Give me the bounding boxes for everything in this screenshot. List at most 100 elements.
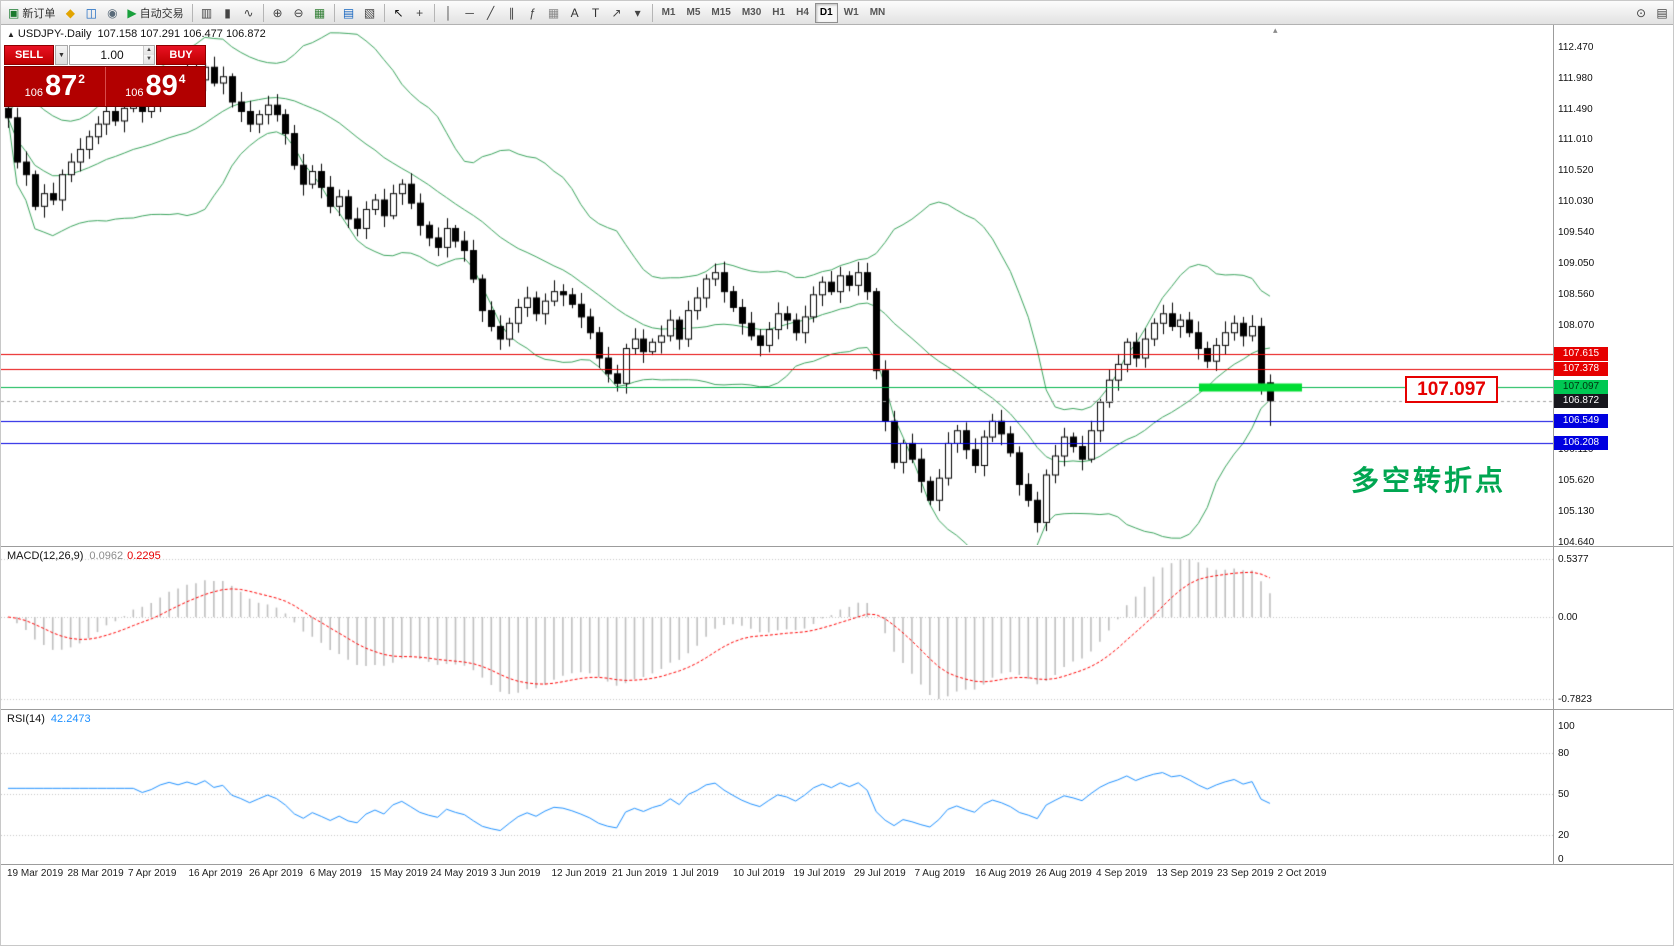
magnifier-icon[interactable]: ⊙ <box>1631 3 1651 23</box>
trendline-icon[interactable]: ╱ <box>481 3 501 23</box>
fibonacci-icon[interactable]: ƒ <box>523 3 543 23</box>
market-watch-icon[interactable]: ◫ <box>81 3 101 23</box>
price-divider <box>104 67 106 106</box>
price-tick: 111.980 <box>1558 72 1593 84</box>
data-window-icon[interactable]: ◉ <box>102 3 122 23</box>
indicators-icon[interactable]: ▤ <box>339 3 359 23</box>
arrows-icon[interactable]: ↗ <box>607 3 627 23</box>
text-icon: A <box>570 5 579 20</box>
price-tick: 104.640 <box>1558 537 1595 548</box>
fibonacci-icon: ƒ <box>529 5 536 20</box>
bar-chart-icon: ▥ <box>200 5 213 20</box>
cycle-lines-icon[interactable]: ▦ <box>544 3 564 23</box>
price-tick: 108.070 <box>1558 320 1595 332</box>
panel-separator[interactable] <box>1 709 1673 710</box>
new-order-button[interactable]: ▣ 新订单 <box>4 3 59 23</box>
timeframe-m1-button[interactable]: M1 <box>657 3 681 23</box>
autotrading-button[interactable]: ▶ 自动交易 <box>123 3 187 23</box>
cursor-icon[interactable]: ↖ <box>389 3 409 23</box>
volume-input[interactable]: 1.00 ▲ ▼ <box>69 45 155 65</box>
line-chart-icon[interactable]: ∿ <box>239 3 259 23</box>
price-tick: 110.030 <box>1558 196 1594 208</box>
rsi-label: RSI(14) <box>7 713 45 725</box>
volume-value: 1.00 <box>100 48 124 62</box>
text-label-icon: T <box>591 5 600 20</box>
time-axis-label: 10 Jul 2019 <box>733 868 785 879</box>
crosshair-icon[interactable]: + <box>410 3 430 23</box>
sell-price-button[interactable]: 106 87 2 <box>5 67 105 106</box>
macd-tick: -0.7823 <box>1558 694 1592 705</box>
price-callout[interactable]: 107.097 <box>1405 376 1498 403</box>
rsi-panel-canvas[interactable] <box>1 710 1553 864</box>
time-axis-label: 19 Jul 2019 <box>793 868 846 879</box>
time-axis-label: 15 May 2019 <box>370 868 428 879</box>
timeframe-m15-button[interactable]: M15 <box>706 3 735 23</box>
timeframe-d1-button[interactable]: D1 <box>814 2 838 23</box>
panel-separator[interactable] <box>1 546 1673 547</box>
timeframe-h4-button[interactable]: H4 <box>791 3 814 23</box>
time-axis-label: 16 Aug 2019 <box>975 868 1032 879</box>
price-tick: 111.010 <box>1558 134 1593 146</box>
timeframe-m30-button[interactable]: M30 <box>737 3 766 23</box>
price-level-label: 106.872 <box>1554 393 1608 408</box>
price-tick: 110.520 <box>1558 165 1594 177</box>
shapes-dropdown-icon: ▾ <box>634 5 641 20</box>
buy-price-prefix: 106 <box>125 87 144 99</box>
bar-chart-icon[interactable]: ▥ <box>197 3 217 23</box>
price-level-label: 107.097 <box>1554 379 1608 394</box>
timeframe-m5-button[interactable]: M5 <box>681 3 705 23</box>
zoom-out-icon[interactable]: ⊖ <box>289 3 309 23</box>
vertical-line-icon: │ <box>444 5 453 20</box>
tile-windows-icon[interactable]: ▦ <box>310 3 330 23</box>
macd-panel-canvas[interactable] <box>1 547 1553 709</box>
volume-down-icon[interactable]: ▼ <box>144 55 154 64</box>
crosshair-icon: + <box>416 5 424 20</box>
window-menu-icon[interactable]: ▤ <box>1652 3 1672 23</box>
time-axis-label: 29 Jul 2019 <box>854 868 906 879</box>
templates-icon[interactable]: ▧ <box>360 3 380 23</box>
indicators-icon: ▤ <box>342 5 355 20</box>
buy-price-button[interactable]: 106 89 4 <box>106 67 206 106</box>
equidistant-channel-icon: ∥ <box>508 5 515 20</box>
time-axis-label: 21 Jun 2019 <box>612 868 668 879</box>
price-tick: 112.470 <box>1558 42 1594 53</box>
macd-main-value: 0.0962 <box>89 550 124 562</box>
price-scale-border <box>1553 25 1554 864</box>
equidistant-channel-icon[interactable]: ∥ <box>502 3 522 23</box>
time-axis-label: 28 Mar 2019 <box>67 868 124 879</box>
price-tick: 108.560 <box>1558 289 1595 301</box>
main-chart-canvas[interactable] <box>1 25 1553 545</box>
timeframe-w1-button[interactable]: W1 <box>839 3 864 23</box>
toolbar-separator <box>262 3 264 22</box>
order-type-dropdown[interactable]: ▼ <box>55 45 68 65</box>
shapes-dropdown-icon[interactable]: ▾ <box>628 3 648 23</box>
data-window-icon: ◉ <box>107 5 118 20</box>
timeframe-h1-button[interactable]: H1 <box>767 3 790 23</box>
text-label-icon[interactable]: T <box>586 3 606 23</box>
vertical-line-icon[interactable]: │ <box>439 3 459 23</box>
sell-price-pips: 87 <box>44 70 78 102</box>
time-axis-label: 3 Jun 2019 <box>491 868 541 879</box>
timeframe-mn-button[interactable]: MN <box>865 3 891 23</box>
text-icon[interactable]: A <box>565 3 585 23</box>
time-axis-label: 26 Apr 2019 <box>249 868 303 879</box>
profile-diamond-icon[interactable]: ◆ <box>60 3 80 23</box>
zoom-in-icon[interactable]: ⊕ <box>268 3 288 23</box>
buy-button[interactable]: BUY <box>156 45 206 65</box>
autotrading-icon: ▶ <box>127 5 137 20</box>
price-tick: 109.540 <box>1558 227 1595 239</box>
toolbar: ▣ 新订单 ◆ ◫ ◉ ▶ 自动交易 ▥ ▮ ∿ ⊕ ⊖ ▦ ▤ ▧ ↖ + │ ─ ╱ ∥ ƒ ▦ A T ↗ ▾ M1 M5 M15 M… <box>1 1 1673 25</box>
chart-shift-marker-icon[interactable]: ▴ <box>1273 25 1278 35</box>
autotrading-button-label: 自动交易 <box>139 7 184 20</box>
candlestick-chart-icon: ▮ <box>224 5 231 20</box>
candlestick-chart-icon[interactable]: ▮ <box>218 3 238 23</box>
sell-button[interactable]: SELL <box>4 45 54 65</box>
volume-stepper[interactable]: ▲ ▼ <box>143 46 154 64</box>
toolbar-separator <box>433 3 435 22</box>
horizontal-line-icon[interactable]: ─ <box>460 3 480 23</box>
chart-annotation-text[interactable]: 多空转折点 <box>1351 465 1507 496</box>
rsi-tick: 50 <box>1558 789 1570 800</box>
volume-up-icon[interactable]: ▲ <box>144 46 154 55</box>
time-axis-label: 16 Apr 2019 <box>188 868 243 879</box>
